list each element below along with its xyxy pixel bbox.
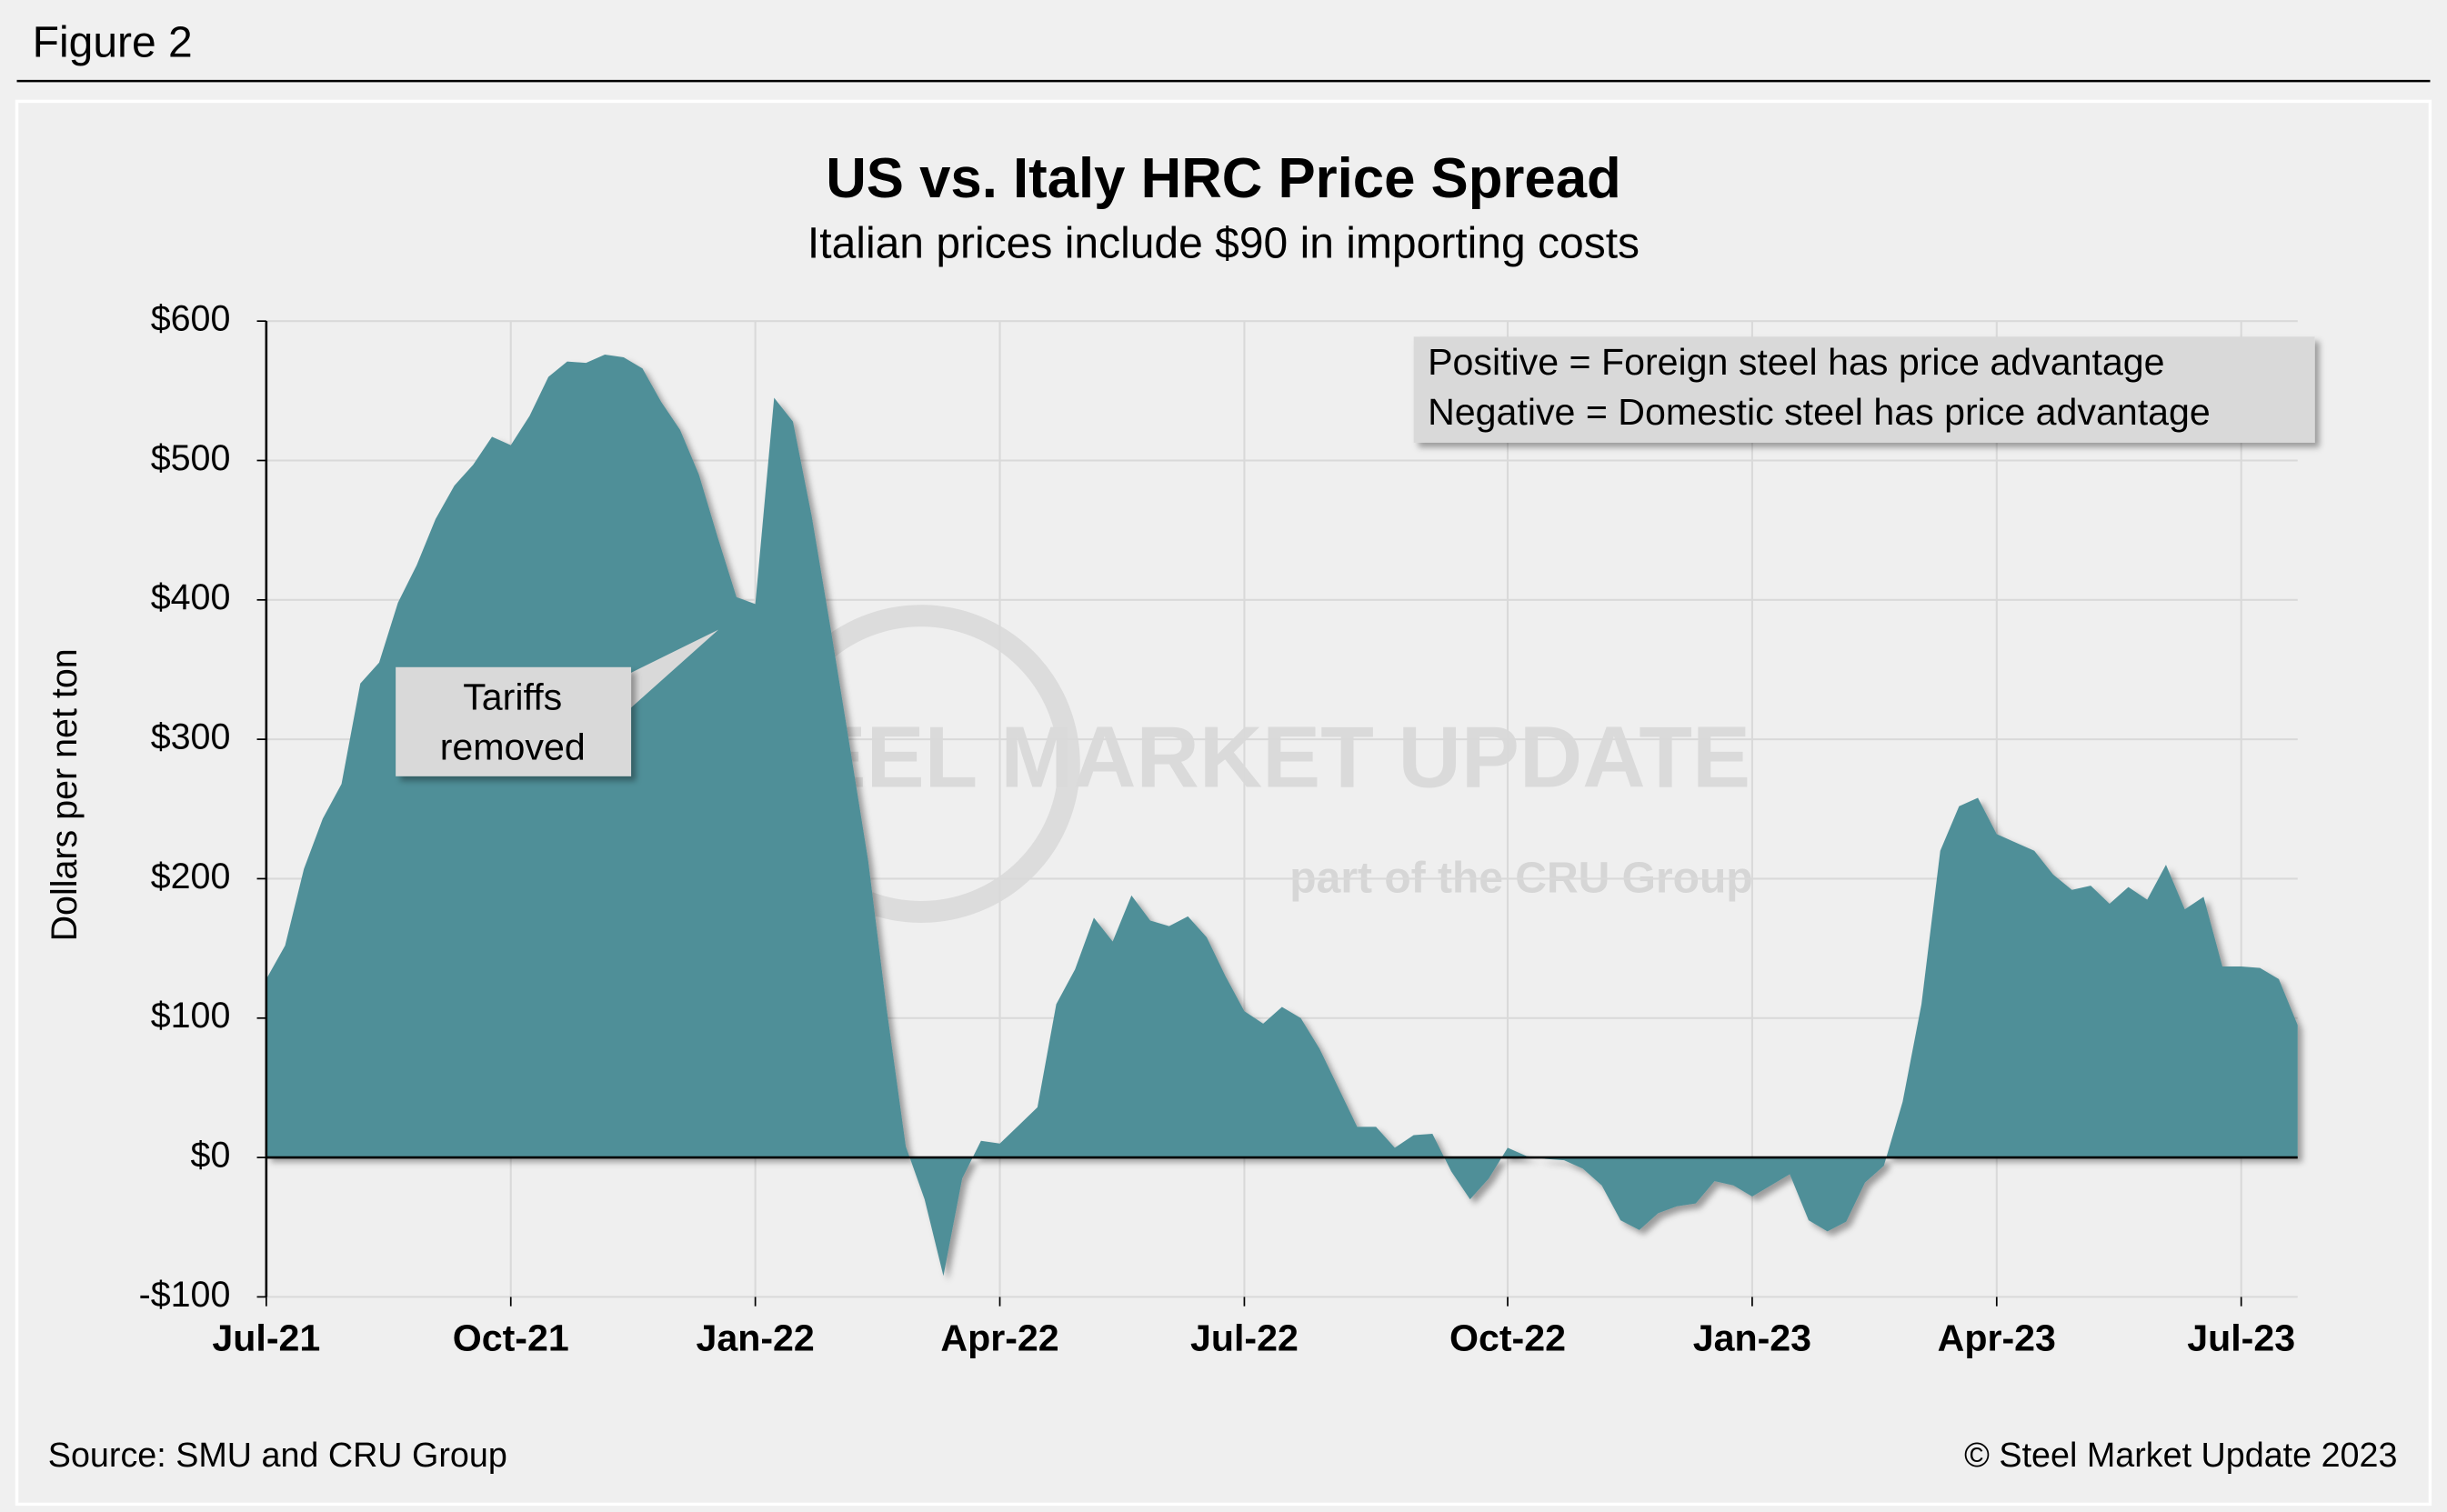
x-tick-label: Apr-23 <box>1938 1317 2056 1358</box>
y-tick-label: $300 <box>151 717 231 757</box>
note-box <box>1413 336 2315 443</box>
annotation-text: removed <box>440 726 586 768</box>
watermark: STEEL MARKET UPDATE <box>697 708 1750 806</box>
annotation-box <box>396 666 632 776</box>
y-axis-label: Dollars per net ton <box>45 648 85 941</box>
x-tick-label: Oct-21 <box>453 1317 569 1358</box>
annotation-text: Tariffs <box>463 676 562 718</box>
y-tick-label: $0 <box>191 1136 231 1176</box>
x-tick-label: Jul-21 <box>212 1317 320 1358</box>
y-tick-label: $600 <box>151 299 231 339</box>
area <box>266 354 2298 1277</box>
y-tick-label: $100 <box>151 996 231 1036</box>
y-tick-label: $500 <box>151 438 231 478</box>
figure-label: Figure 2 <box>33 18 193 66</box>
note-text: Negative = Domestic steel has price adva… <box>1428 391 2211 433</box>
x-tick-label: Jan-22 <box>696 1317 814 1358</box>
source: Source: SMU and CRU Group <box>48 1436 507 1474</box>
x-tick-label: Jul-22 <box>1190 1317 1299 1358</box>
chart-subtitle: Italian prices include $90 in importing … <box>807 220 1640 268</box>
y-tick-label: $400 <box>151 577 231 617</box>
x-tick-label: Apr-22 <box>940 1317 1058 1358</box>
note-text: Positive = Foreign steel has price advan… <box>1428 341 2164 383</box>
chart-title: US vs. Italy HRC Price Spread <box>826 147 1620 210</box>
x-tick-label: Jul-23 <box>2187 1317 2295 1358</box>
y-tick-label: $200 <box>151 856 231 896</box>
x-tick-label: Oct-22 <box>1449 1317 1566 1358</box>
copyright: © Steel Market Update 2023 <box>1964 1436 2397 1474</box>
y-tick-label: -$100 <box>139 1275 231 1315</box>
x-tick-label: Jan-23 <box>1693 1317 1811 1358</box>
